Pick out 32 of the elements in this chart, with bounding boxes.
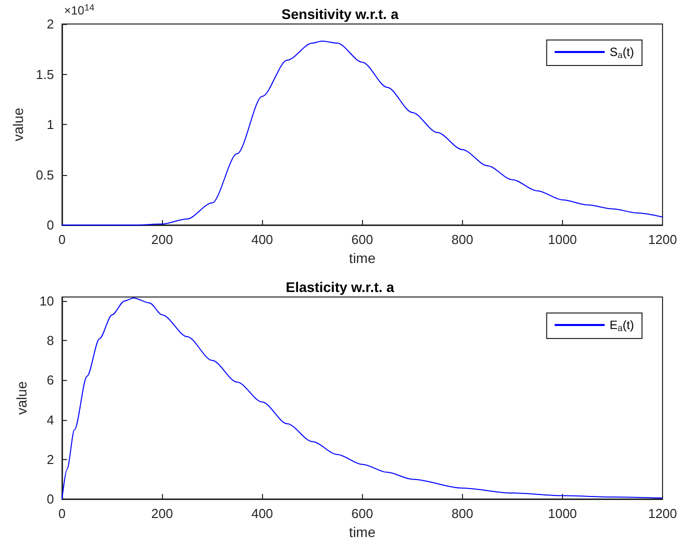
x-tick-label: 400 <box>251 232 274 247</box>
x-tick-label: 400 <box>251 506 274 521</box>
x-axis-title: time <box>349 250 376 266</box>
x-tick-label: 600 <box>351 506 374 521</box>
x-tick-label: 1200 <box>648 506 677 521</box>
x-tick-label: 0 <box>58 506 66 521</box>
line-series <box>62 297 664 500</box>
y-tick-label: 10 <box>40 293 54 308</box>
y-tick-label: 2 <box>46 452 54 467</box>
x-tick-label: 600 <box>351 232 374 247</box>
y-tick-label: 8 <box>46 333 54 348</box>
x-tick-label: 200 <box>151 232 173 247</box>
y-tick-label: 4 <box>46 412 54 428</box>
chart-title: Elasticity w.r.t. a <box>286 279 394 295</box>
y-tick-label: 0 <box>46 492 54 506</box>
y-tick-label: 0.5 <box>36 167 54 182</box>
y-tick-label: 6 <box>46 372 54 388</box>
y-tick-label: 1.5 <box>36 66 54 82</box>
y-tick-label: 0 <box>46 218 54 232</box>
y-axis-title: value <box>10 108 26 142</box>
x-tick-label: 1200 <box>648 232 677 247</box>
x-axis-title: time <box>349 524 376 540</box>
x-tick-label: 0 <box>58 232 66 247</box>
x-tick-label: 1000 <box>548 232 577 247</box>
x-tick-label: 800 <box>452 506 474 521</box>
chart-title: Sensitivity w.r.t. a <box>282 6 399 22</box>
x-tick-label: 200 <box>151 506 173 521</box>
x-tick-label: 1000 <box>548 506 577 521</box>
y-tick-label: 1 <box>46 117 54 132</box>
y-axis-title: value <box>14 381 30 415</box>
y-tick-label: 2 <box>46 16 54 32</box>
x-tick-label: 800 <box>452 232 474 247</box>
